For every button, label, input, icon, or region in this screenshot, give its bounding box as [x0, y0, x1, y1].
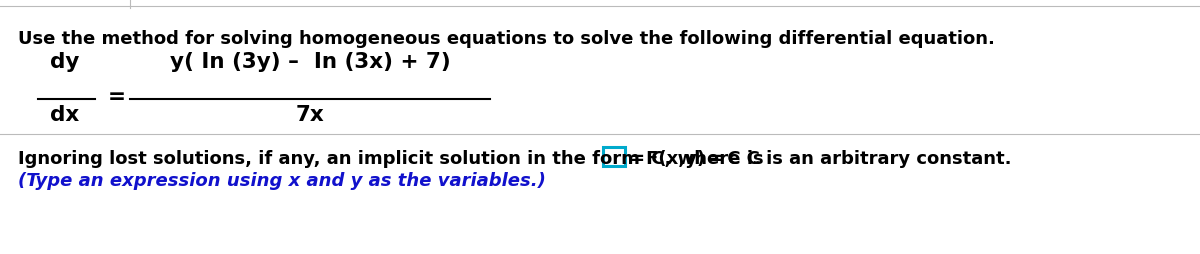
- Text: 7x: 7x: [295, 105, 324, 124]
- FancyBboxPatch shape: [602, 147, 625, 166]
- Text: y( In (3y) –  In (3x) + 7): y( In (3y) – In (3x) + 7): [169, 52, 450, 72]
- Text: (Type an expression using x and y as the variables.): (Type an expression using x and y as the…: [18, 171, 546, 189]
- Text: dy: dy: [50, 52, 79, 72]
- Text: = C, where C is an arbitrary constant.: = C, where C is an arbitrary constant.: [630, 149, 1012, 167]
- Text: Ignoring lost solutions, if any, an implicit solution in the form F(x,y) = C is: Ignoring lost solutions, if any, an impl…: [18, 149, 763, 167]
- Text: dx: dx: [50, 105, 79, 124]
- Text: Use the method for solving homogeneous equations to solve the following differen: Use the method for solving homogeneous e…: [18, 30, 995, 48]
- Text: =: =: [108, 87, 126, 107]
